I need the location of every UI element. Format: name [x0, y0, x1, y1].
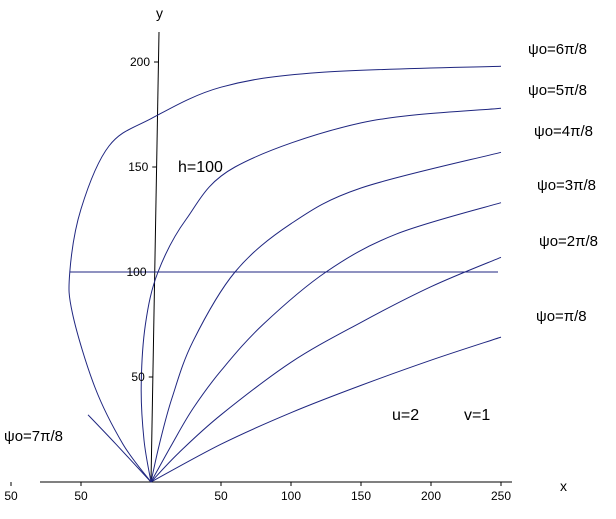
series-label-6: ψo=6π/8	[528, 41, 587, 58]
x-tick-label: 150	[351, 489, 371, 503]
series-line-6	[68, 65, 502, 483]
series-label-7: ψo=7π/8	[4, 428, 63, 445]
x-tick-label: 50	[4, 489, 18, 503]
h-annotation: h=100	[178, 159, 223, 176]
u-annotation: u=2	[392, 407, 419, 424]
series-line-1	[150, 336, 502, 483]
series-line-7	[87, 414, 152, 483]
series-label-2: ψo=2π/8	[539, 233, 598, 250]
x-tick-label: 50	[214, 489, 228, 503]
y-tick-label: 50	[131, 370, 145, 384]
series-label-5: ψo=5π/8	[528, 82, 587, 99]
x-tick-label: 200	[421, 489, 441, 503]
v-annotation: v=1	[464, 407, 490, 424]
y-tick-label: 200	[130, 55, 150, 69]
axes-layer	[10, 31, 512, 486]
series-line-4	[150, 151, 502, 483]
x-tick-label: 100	[281, 489, 301, 503]
series-label-4: ψo=4π/8	[534, 123, 593, 140]
series-label-3: ψo=3π/8	[537, 177, 596, 194]
x-tick-label: 50	[74, 489, 88, 503]
x-tick-label: 250	[491, 489, 511, 503]
series-line-5	[140, 107, 502, 483]
y-tick-label: 100	[126, 265, 146, 279]
x-axis-label: x	[560, 478, 567, 494]
labels-layer: x y h=100 u=2 v=1 50 50 50 100 150 200 250 50 10…	[4, 5, 598, 503]
y-tick-label: 150	[128, 160, 148, 174]
series-label-1: ψo=π/8	[536, 308, 587, 325]
y-axis-label: y	[156, 5, 163, 21]
series-line-3	[150, 202, 502, 483]
series-line-2	[150, 256, 502, 483]
curves-layer	[68, 65, 502, 483]
y-axis	[150, 31, 160, 483]
